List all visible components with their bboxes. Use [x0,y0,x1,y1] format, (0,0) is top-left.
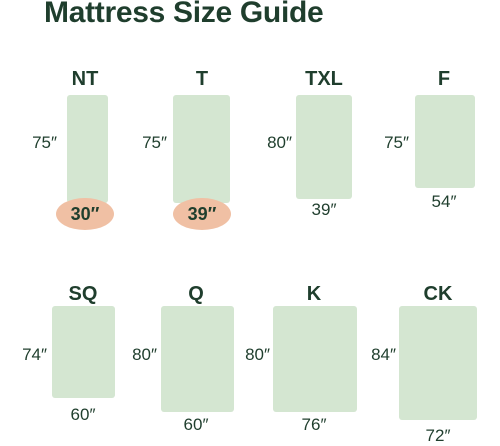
mattress-q [161,306,234,412]
size-label-nt: NT [71,68,99,90]
size-label-k: K [306,283,322,305]
size-label-ck: CK [423,283,453,305]
length-label-k: 80″ [245,345,270,364]
width-label-t: 39″ [173,198,231,230]
size-label-sq: SQ [68,283,98,305]
mattress-t [173,95,230,203]
width-label-sq: 60″ [70,405,96,424]
width-label-nt: 30″ [56,198,114,230]
length-label-ck: 84″ [371,345,396,364]
size-label-t: T [195,68,209,90]
width-label-ck: 72″ [425,426,451,445]
length-label-q: 80″ [132,345,157,364]
width-label-txl: 39″ [311,200,337,219]
mattress-nt [67,95,108,203]
length-label-t: 75″ [142,133,167,152]
size-label-txl: TXL [305,68,343,90]
length-label-nt: 75″ [32,133,57,152]
width-label-k: 76″ [301,415,327,434]
length-label-sq: 74″ [22,345,47,364]
length-label-txl: 80″ [267,133,292,152]
length-label-f: 75″ [384,133,409,152]
width-label-f: 54″ [431,192,457,211]
mattress-txl [296,95,352,199]
page-title: Mattress Size Guide [44,0,324,29]
mattress-k [273,306,357,412]
mattress-f [415,95,475,188]
size-label-q: Q [188,283,204,305]
mattress-sq [52,306,115,398]
width-label-q: 60″ [183,415,209,434]
size-label-f: F [437,68,451,90]
mattress-ck [399,306,477,420]
